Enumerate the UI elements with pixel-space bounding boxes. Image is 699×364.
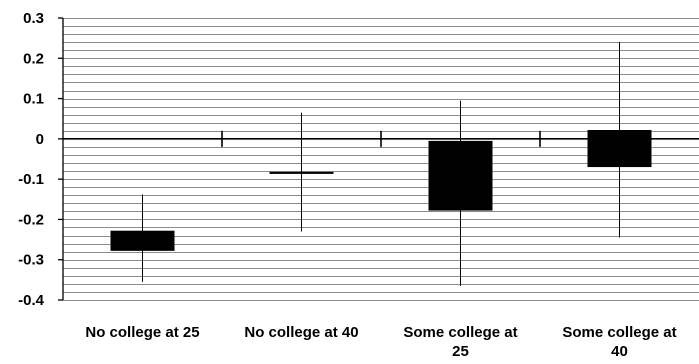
category-label: Some college at xyxy=(562,324,676,341)
category-label: 25 xyxy=(452,343,469,360)
category-labels: No college at 25 No college at 40 Some col… xyxy=(85,324,676,360)
y-tick-label: 0.2 xyxy=(23,50,44,67)
category-label: No college at 25 xyxy=(85,324,199,341)
box-mark xyxy=(269,171,334,174)
category-label: No college at 40 xyxy=(244,324,358,341)
gridlines xyxy=(63,18,699,301)
box-mark xyxy=(587,129,652,168)
y-tick-label: -0.3 xyxy=(18,252,44,269)
y-tick-label: -0.2 xyxy=(18,211,44,228)
y-axis-ticks: 0.3 0.2 0.1 0 -0.1 -0.2 -0.3 -0.4 xyxy=(18,10,63,309)
category-label: Some college at xyxy=(403,324,517,341)
y-tick-label: 0.3 xyxy=(23,10,44,27)
box-mark xyxy=(110,230,175,251)
y-tick-label: 0 xyxy=(36,131,44,148)
y-tick-label: -0.1 xyxy=(18,171,44,188)
category-label: 40 xyxy=(611,343,628,360)
box-mark xyxy=(428,140,493,211)
data-marks xyxy=(110,42,652,286)
y-tick-label: -0.4 xyxy=(18,292,45,309)
y-tick-label: 0.1 xyxy=(23,91,44,108)
